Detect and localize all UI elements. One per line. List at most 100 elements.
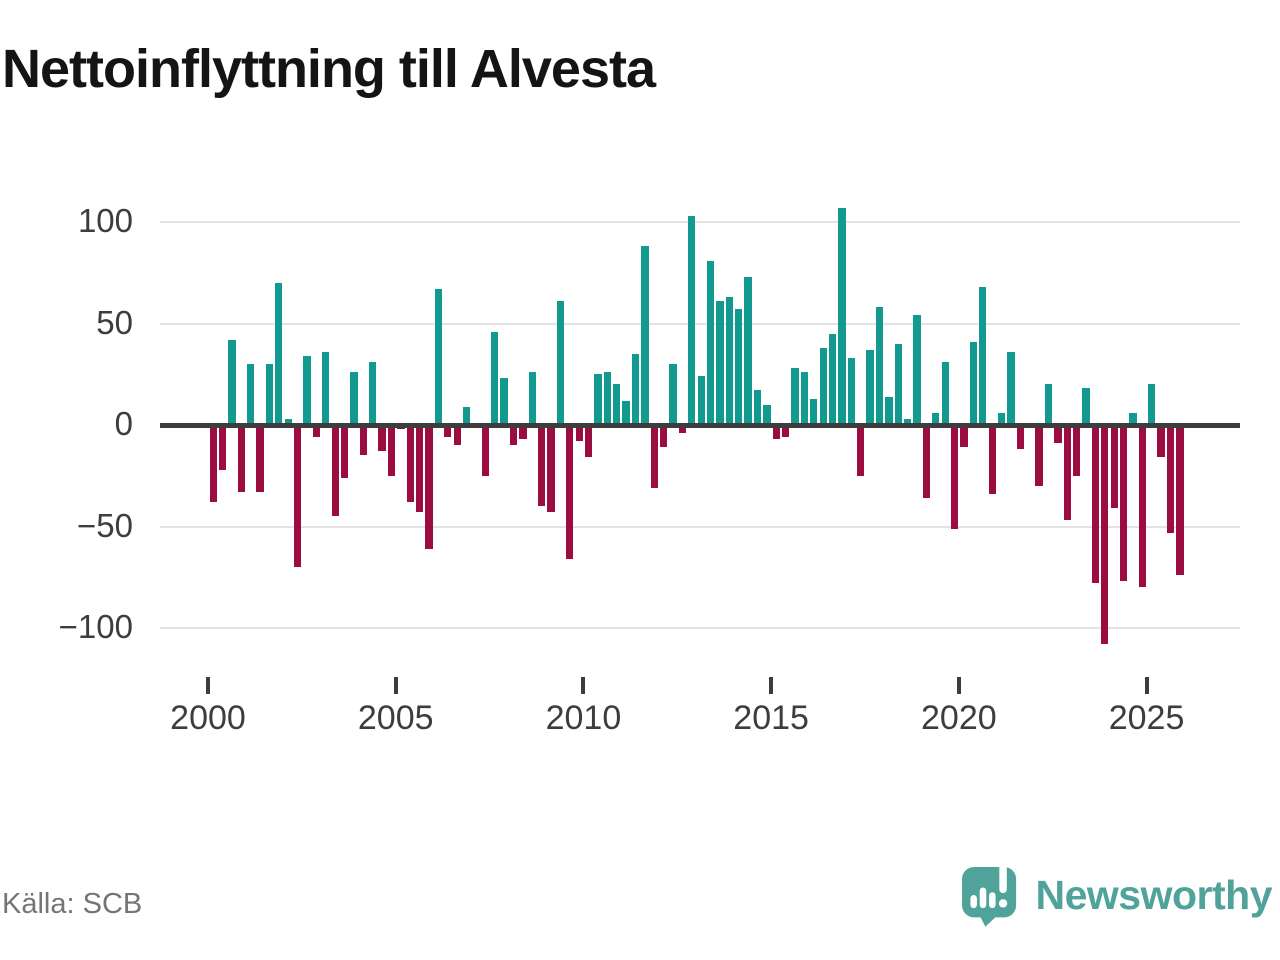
bar-2007q2	[481, 425, 489, 476]
bar-2006q3	[453, 425, 461, 446]
bar-2015q1	[772, 425, 780, 440]
bar-2004q2	[369, 362, 377, 425]
bar-2001q3	[265, 364, 274, 425]
bar-2019q2	[932, 412, 940, 425]
bar-2008q1	[509, 425, 518, 446]
bar-2023q1	[1072, 425, 1081, 476]
bar-2021q1	[997, 412, 1006, 425]
bar-2012q4	[688, 215, 696, 425]
bar-2002q4	[312, 425, 321, 438]
x-axis-tick-2010	[581, 677, 586, 694]
bar-2017q3	[866, 349, 874, 425]
bar-2006q4	[462, 406, 471, 425]
bar-2011q1	[622, 400, 630, 425]
bar-2005q4	[425, 425, 433, 549]
bar-2023q2	[1082, 388, 1090, 425]
y-axis-label--50: −50	[77, 506, 133, 544]
x-axis-label-2020: 2020	[921, 699, 997, 737]
bar-2011q3	[641, 246, 649, 425]
bar-2009q2	[556, 301, 565, 425]
bar-2014q4	[763, 404, 771, 425]
bar-2022q2	[1044, 384, 1053, 425]
bar-2017q4	[875, 307, 884, 425]
bar-2010q3	[603, 372, 611, 425]
bar-2010q2	[594, 374, 602, 425]
bar-2015q4	[800, 372, 809, 425]
chart-title: Nettoinflyttning till Alvesta	[2, 39, 656, 99]
bar-2016q3	[828, 333, 837, 425]
bar-2018q1	[885, 396, 893, 425]
bar-2009q1	[547, 425, 555, 513]
bar-2014q2	[744, 276, 752, 425]
bar-2012q2	[669, 364, 677, 425]
newsworthy-wordmark: Newsworthy	[1035, 872, 1273, 918]
bar-2025q1	[1148, 384, 1156, 425]
bar-2007q4	[500, 378, 508, 425]
bar-2000q4	[237, 425, 245, 492]
bar-2004q1	[359, 425, 367, 456]
x-axis-tick-2005	[393, 677, 398, 694]
newsworthy-logo: Newsworthy	[961, 862, 1273, 928]
bar-2008q4	[537, 425, 546, 507]
bar-2024q3	[1129, 412, 1137, 425]
bar-2017q2	[857, 425, 865, 476]
bar-2007q3	[491, 331, 499, 425]
bar-2005q3	[415, 425, 424, 513]
bar-2022q3	[1054, 425, 1062, 444]
bar-2002q2	[293, 425, 302, 568]
bar-2022q1	[1035, 425, 1043, 486]
bar-2010q1	[584, 425, 593, 458]
bar-2001q4	[275, 282, 283, 425]
bar-2016q2	[819, 347, 827, 425]
x-axis-tick-2025	[1144, 677, 1149, 694]
bar-2020q3	[979, 286, 987, 425]
x-axis-label-2010: 2010	[545, 699, 622, 737]
bar-2012q1	[660, 425, 668, 448]
bar-2001q2	[256, 425, 264, 492]
bar-2015q3	[791, 368, 799, 425]
x-axis-label-2000: 2000	[170, 699, 246, 737]
bar-2011q2	[631, 353, 640, 425]
gridline-y100	[160, 221, 1240, 223]
bar-2025q3	[1166, 425, 1175, 533]
y-axis-label-50: 50	[96, 303, 133, 341]
x-axis-tick-2000	[206, 677, 210, 694]
bar-2025q2	[1157, 425, 1165, 458]
bar-2016q4	[838, 207, 846, 425]
bar-2013q3	[716, 301, 724, 425]
bar-2009q3	[566, 425, 574, 559]
bar-2023q3	[1091, 425, 1100, 584]
bar-2023q4	[1101, 425, 1109, 645]
bar-2003q1	[322, 351, 330, 425]
zero-axis-line	[160, 423, 1240, 428]
bar-2012q3	[678, 425, 687, 434]
bar-2018q3	[904, 418, 912, 425]
bar-2008q2	[519, 425, 527, 440]
gridline-y50	[160, 322, 1240, 325]
bar-2010q4	[613, 384, 621, 425]
bar-2024q2	[1119, 425, 1128, 582]
bar-2003q4	[350, 372, 358, 425]
bar-2024q4	[1138, 425, 1146, 588]
bar-2014q1	[735, 309, 743, 425]
bar-2019q1	[922, 425, 931, 499]
bar-2013q2	[706, 260, 715, 425]
bar-2020q2	[969, 341, 978, 425]
bar-2011q4	[650, 425, 658, 488]
bar-2018q2	[894, 343, 902, 425]
y-axis-label-0: 0	[114, 405, 133, 442]
bar-2021q3	[1016, 425, 1024, 450]
bar-2020q4	[988, 425, 996, 495]
x-axis-tick-2020	[956, 677, 961, 694]
bar-2013q4	[725, 297, 733, 425]
bar-2000q1	[209, 425, 217, 503]
bar-2015q2	[782, 425, 790, 438]
bar-2004q3	[378, 425, 386, 452]
bar-2021q2	[1007, 351, 1015, 425]
bar-2013q1	[697, 376, 705, 425]
y-axis-label-100: 100	[77, 202, 133, 239]
bar-2004q4	[387, 425, 396, 476]
x-axis-tick-2015	[769, 677, 774, 694]
x-axis-label-2015: 2015	[733, 699, 809, 737]
